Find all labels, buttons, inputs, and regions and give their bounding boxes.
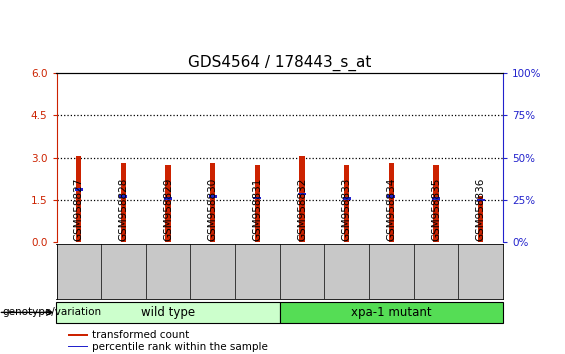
Title: GDS4564 / 178443_s_at: GDS4564 / 178443_s_at <box>188 55 371 71</box>
FancyBboxPatch shape <box>56 302 280 323</box>
Bar <box>68 346 88 347</box>
Text: percentile rank within the sample: percentile rank within the sample <box>92 342 267 352</box>
Bar <box>210 162 215 242</box>
Bar <box>387 195 396 198</box>
Bar <box>253 197 262 199</box>
Bar <box>121 162 126 242</box>
Bar <box>255 165 260 242</box>
Text: xpa-1 mutant: xpa-1 mutant <box>351 306 432 319</box>
Bar <box>166 165 171 242</box>
Bar <box>432 197 440 200</box>
Bar <box>164 197 172 200</box>
Bar <box>68 334 88 336</box>
Bar <box>433 165 438 242</box>
Bar <box>478 196 483 242</box>
Bar <box>344 165 349 242</box>
Bar <box>298 193 306 195</box>
Text: transformed count: transformed count <box>92 330 189 340</box>
Bar <box>389 162 394 242</box>
Bar <box>342 197 351 200</box>
Bar <box>299 155 305 242</box>
Text: wild type: wild type <box>141 306 195 319</box>
Bar <box>119 195 128 198</box>
Bar <box>76 156 81 242</box>
Text: genotype/variation: genotype/variation <box>3 307 102 318</box>
FancyBboxPatch shape <box>280 302 503 323</box>
Bar <box>476 199 485 201</box>
Bar <box>208 195 217 198</box>
Bar <box>75 188 83 191</box>
